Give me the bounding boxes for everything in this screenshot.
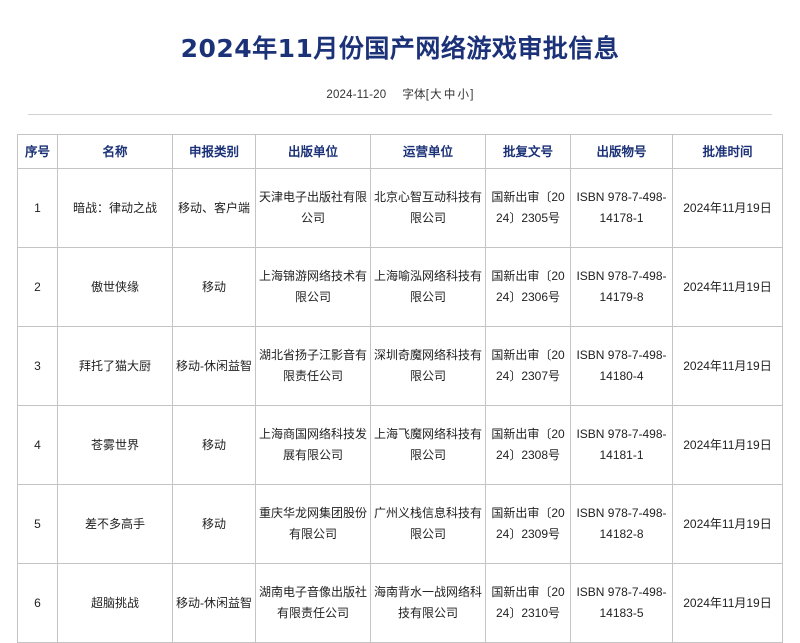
- article-meta: 2024-11-20 字体[大中小]: [0, 86, 800, 102]
- cell-approval-date: 2024年11月19日: [672, 405, 783, 485]
- cell-isbn: ISBN 978-7-498-14183-5: [570, 563, 673, 643]
- cell-isbn: ISBN 978-7-498-14181-1: [570, 405, 673, 485]
- column-header-publisher: 出版单位: [255, 134, 371, 169]
- cell-publisher: 天津电子出版社有限公司: [255, 168, 371, 248]
- cell-index: 1: [17, 168, 58, 248]
- cell-category: 移动: [172, 405, 256, 485]
- cell-game-name: 苍雾世界: [57, 405, 173, 485]
- cell-index: 3: [17, 326, 58, 406]
- cell-isbn: ISBN 978-7-498-14178-1: [570, 168, 673, 248]
- approval-table-container: 序号 名称 申报类别 出版单位 运营单位 批复文号 出版物号 批准时间 1 暗战…: [17, 134, 783, 643]
- cell-publisher: 湖南电子音像出版社有限责任公司: [255, 563, 371, 643]
- cell-game-name: 超脑挑战: [57, 563, 173, 643]
- cell-approval-date: 2024年11月19日: [672, 484, 783, 564]
- cell-operator: 上海飞魔网络科技有限公司: [370, 405, 486, 485]
- cell-category: 移动: [172, 247, 256, 327]
- page-title: 2024年11月份国产网络游戏审批信息: [180, 33, 620, 63]
- cell-approval-date: 2024年11月19日: [672, 168, 783, 248]
- column-header-operator: 运营单位: [370, 134, 486, 169]
- cell-publisher: 重庆华龙网集团股份有限公司: [255, 484, 371, 564]
- fontsize-bracket-close: ]: [470, 89, 474, 101]
- table-row: 1 暗战：律动之战 移动、客户端 天津电子出版社有限公司 北京心智互动科技有限公…: [17, 168, 783, 248]
- column-header-index: 序号: [17, 134, 58, 169]
- cell-doc-no: 国新出审〔2024〕2307号: [485, 326, 571, 406]
- cell-game-name: 差不多高手: [57, 484, 173, 564]
- cell-isbn: ISBN 978-7-498-14182-8: [570, 484, 673, 564]
- cell-index: 2: [17, 247, 58, 327]
- article-page: 2024年11月份国产网络游戏审批信息 2024-11-20 字体[大中小] 序号…: [0, 17, 800, 643]
- publish-date: 2024-11-20: [326, 89, 387, 101]
- cell-operator: 海南背水一战网络科技有限公司: [370, 563, 486, 643]
- table-row: 4 苍雾世界 移动 上海商国网络科技发展有限公司 上海飞魔网络科技有限公司 国新…: [17, 405, 783, 485]
- fontsize-bracket-open: [: [425, 89, 430, 101]
- cell-category: 移动: [172, 484, 256, 564]
- cell-isbn: ISBN 978-7-498-14180-4: [570, 326, 673, 406]
- cell-doc-no: 国新出审〔2024〕2305号: [485, 168, 571, 248]
- cell-game-name: 暗战：律动之战: [57, 168, 173, 248]
- cell-approval-date: 2024年11月19日: [672, 563, 783, 643]
- table-row: 6 超脑挑战 移动-休闲益智 湖南电子音像出版社有限责任公司 海南背水一战网络科…: [17, 563, 783, 643]
- cell-game-name: 傲世侠缘: [57, 247, 173, 327]
- table-row: 3 拜托了猫大厨 移动-休闲益智 湖北省扬子江影音有限责任公司 深圳奇魔网络科技…: [17, 326, 783, 406]
- fontsize-option-medium[interactable]: 中: [443, 89, 456, 101]
- cell-doc-no: 国新出审〔2024〕2306号: [485, 247, 571, 327]
- cell-operator: 广州义栈信息科技有限公司: [370, 484, 486, 564]
- table-row: 5 差不多高手 移动 重庆华龙网集团股份有限公司 广州义栈信息科技有限公司 国新…: [17, 484, 783, 564]
- cell-operator: 上海喻泓网络科技有限公司: [370, 247, 486, 327]
- column-header-isbn: 出版物号: [570, 134, 673, 169]
- cell-publisher: 上海锦游网络技术有限公司: [255, 247, 371, 327]
- cell-game-name: 拜托了猫大厨: [57, 326, 173, 406]
- cell-doc-no: 国新出审〔2024〕2310号: [485, 563, 571, 643]
- column-header-category: 申报类别: [172, 134, 256, 169]
- cell-approval-date: 2024年11月19日: [672, 247, 783, 327]
- cell-approval-date: 2024年11月19日: [672, 326, 783, 406]
- fontsize-label: 字体: [402, 89, 426, 101]
- cell-index: 5: [17, 484, 58, 564]
- column-header-doc-no: 批复文号: [485, 134, 571, 169]
- column-header-name: 名称: [57, 134, 173, 169]
- approval-table: 序号 名称 申报类别 出版单位 运营单位 批复文号 出版物号 批准时间 1 暗战…: [17, 134, 783, 643]
- cell-doc-no: 国新出审〔2024〕2309号: [485, 484, 571, 564]
- cell-category: 移动-休闲益智: [172, 563, 256, 643]
- cell-operator: 北京心智互动科技有限公司: [370, 168, 486, 248]
- cell-index: 4: [17, 405, 58, 485]
- cell-category: 移动-休闲益智: [172, 326, 256, 406]
- table-row: 2 傲世侠缘 移动 上海锦游网络技术有限公司 上海喻泓网络科技有限公司 国新出审…: [17, 247, 783, 327]
- column-header-approval-date: 批准时间: [672, 134, 783, 169]
- table-body: 1 暗战：律动之战 移动、客户端 天津电子出版社有限公司 北京心智互动科技有限公…: [17, 168, 783, 643]
- fontsize-option-large[interactable]: 大: [430, 89, 442, 101]
- fontsize-option-small[interactable]: 小: [457, 89, 470, 101]
- header-divider: [28, 114, 772, 115]
- cell-index: 6: [17, 563, 58, 643]
- cell-doc-no: 国新出审〔2024〕2308号: [485, 405, 571, 485]
- cell-operator: 深圳奇魔网络科技有限公司: [370, 326, 486, 406]
- cell-publisher: 上海商国网络科技发展有限公司: [255, 405, 371, 485]
- cell-publisher: 湖北省扬子江影音有限责任公司: [255, 326, 371, 406]
- cell-isbn: ISBN 978-7-498-14179-8: [570, 247, 673, 327]
- cell-category: 移动、客户端: [172, 168, 256, 248]
- table-header: 序号 名称 申报类别 出版单位 运营单位 批复文号 出版物号 批准时间: [17, 134, 783, 169]
- table-header-row: 序号 名称 申报类别 出版单位 运营单位 批复文号 出版物号 批准时间: [17, 134, 783, 169]
